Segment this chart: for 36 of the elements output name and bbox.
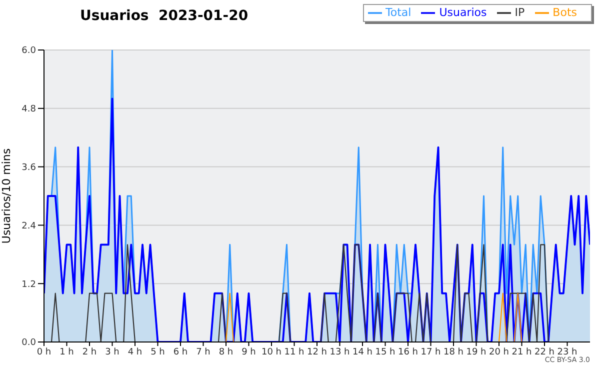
x-tick-label: 22 h: [534, 347, 555, 358]
y-tick-label: 6.0: [22, 46, 36, 56]
y-tick-label: 1.2: [22, 280, 36, 290]
x-tick-label: 1 h: [60, 347, 74, 358]
y-tick-label: 4.8: [22, 104, 36, 115]
y-tick-label: 2.4: [22, 221, 36, 232]
x-tick-label: 2 h: [82, 347, 97, 358]
x-tick-label: 5 h: [150, 347, 165, 358]
x-tick-label: 8 h: [218, 347, 234, 358]
x-tick-label: 19 h: [466, 347, 486, 358]
legend-label: Usuarios: [439, 6, 487, 19]
x-tick-label: 7 h: [196, 347, 210, 358]
x-tick-label: 21 h: [512, 347, 532, 358]
x-tick-label: 23 h: [557, 347, 578, 358]
x-tick-label: 14 h: [352, 347, 373, 358]
x-tick-label: 12 h: [306, 347, 328, 358]
x-tick-label: 20 h: [488, 347, 510, 358]
x-tick-label: 10 h: [261, 347, 282, 358]
x-tick-label: 6 h: [173, 347, 188, 358]
x-tick-label: 0 h: [36, 347, 52, 358]
y-tick-label: 0.0: [22, 338, 36, 348]
x-tick-label: 16 h: [398, 347, 418, 358]
x-tick-label: 11 h: [284, 347, 304, 358]
legend-label: Total: [386, 6, 412, 19]
chart-title: Usuarios 2023-01-20: [80, 8, 248, 24]
x-tick-label: 3 h: [105, 347, 120, 358]
legend-label: IP: [514, 6, 525, 19]
y-tick-label: 3.6: [22, 162, 36, 173]
x-tick-label: 17 h: [420, 347, 441, 358]
x-tick-label: 13 h: [330, 347, 350, 358]
x-tick-label: 4 h: [128, 347, 142, 358]
x-tick-label: 9 h: [242, 347, 256, 358]
x-tick-label: 15 h: [375, 347, 396, 358]
x-tick-label: 18 h: [443, 347, 464, 358]
legend-label: Bots: [552, 6, 577, 19]
y-axis-title: Usuarios/10 mins: [0, 148, 13, 244]
